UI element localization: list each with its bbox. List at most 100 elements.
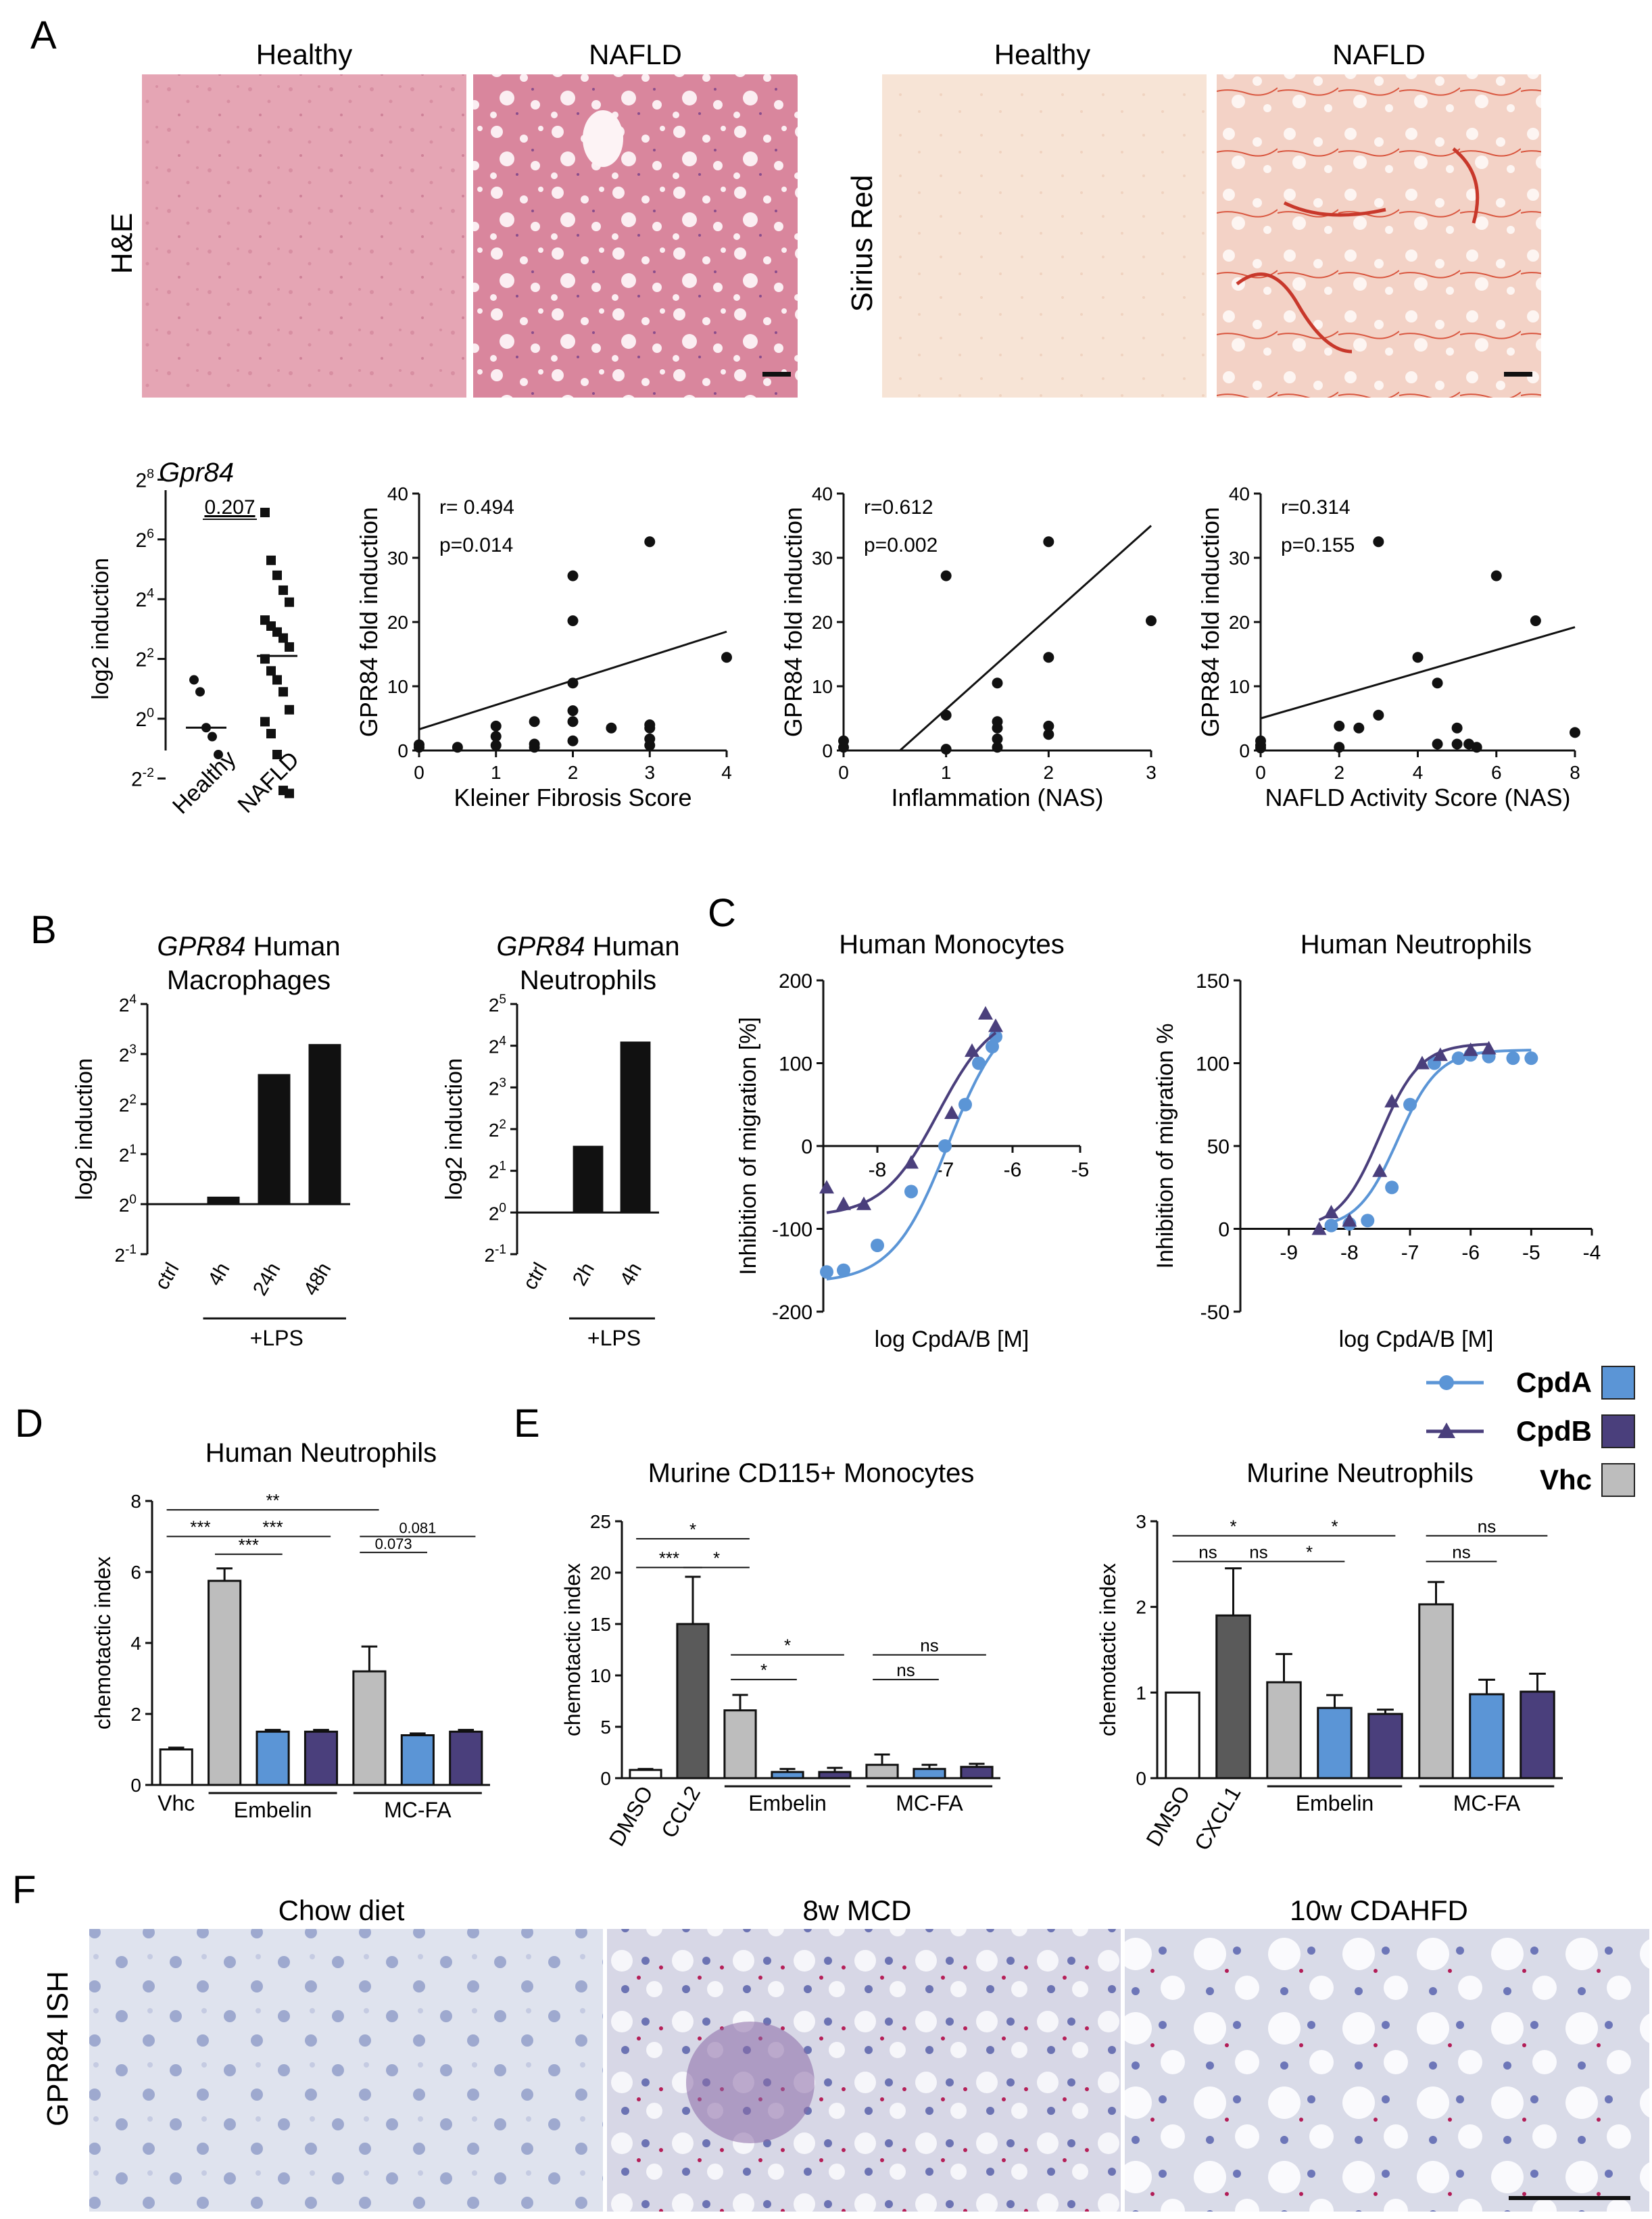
gpr84-nafld-point: [266, 666, 276, 676]
panel-letter-b: B: [30, 908, 57, 952]
he-scale-bar: [762, 372, 791, 377]
significance-label: *: [1306, 1542, 1313, 1562]
x-tick-label: 6: [1491, 762, 1502, 783]
chart-title-gene: GPR84: [496, 932, 585, 961]
chart-title: Human Neutrophils: [205, 1438, 437, 1468]
gpr84-y-tick-label-base: 2: [135, 469, 147, 492]
x-tick-label: 1: [491, 762, 502, 783]
data-point: [567, 677, 579, 689]
cpdb-point: [1384, 1093, 1400, 1107]
y-tick-base: 2: [489, 1120, 500, 1141]
x-tick-label: -6: [1461, 1242, 1480, 1264]
y-tick-label: -200: [772, 1302, 812, 1324]
y-tick-label: 20: [590, 1562, 611, 1583]
y-tick-exp: 2: [499, 1118, 506, 1132]
significance-label: *: [1230, 1517, 1236, 1537]
y-tick-label: 100: [779, 1053, 812, 1076]
cpda-point: [1506, 1051, 1520, 1066]
he-nafld-image: [473, 74, 798, 398]
y-tick-base: 2: [115, 1245, 126, 1266]
y-axis-label: Inhibition of migration [%]: [735, 1017, 761, 1275]
x-category-label: Vhc: [157, 1791, 195, 1815]
y-tick-label: 20: [119, 1193, 137, 1216]
x-tick-label: 3: [1146, 762, 1157, 783]
chart-title-line1: GPR84 Human: [157, 932, 340, 961]
bar: [400, 1734, 435, 1786]
cpda-point: [1361, 1214, 1375, 1228]
y-tick-base: 2: [489, 1036, 500, 1057]
y-tick-exp: 3: [129, 1043, 137, 1057]
bar: [723, 1709, 757, 1780]
bar: [573, 1145, 604, 1213]
significance-label: ns: [1452, 1542, 1470, 1562]
bar: [1418, 1603, 1454, 1780]
y-tick-label: 40: [812, 483, 833, 504]
bar: [208, 1579, 242, 1786]
x-tick-label: 4: [1413, 762, 1424, 783]
y-tick-label: 0: [801, 1136, 812, 1158]
y-tick-exp: 4: [129, 993, 137, 1007]
y-tick-label: 3: [1136, 1511, 1146, 1532]
data-point: [1146, 615, 1157, 627]
legend-marker: [1439, 1375, 1454, 1390]
gpr84-y-tick-label: 28: [135, 467, 154, 492]
data-point: [940, 709, 952, 721]
gpr84-nafld-point: [285, 642, 294, 652]
y-tick-base: 2: [119, 1195, 130, 1216]
cpdb-point: [904, 1155, 919, 1169]
cpda-point: [820, 1265, 833, 1279]
significance-label: *: [1331, 1517, 1338, 1537]
significance-label: ***: [239, 1535, 259, 1555]
y-axis-label: chemotactic index: [91, 1556, 115, 1729]
y-tick-label: 0: [1136, 1768, 1146, 1789]
cpda-point: [958, 1097, 972, 1112]
data-point: [992, 733, 1003, 744]
cpda-fit-curve: [1330, 1049, 1532, 1224]
he-healthy-title: Healthy: [256, 39, 352, 70]
group-label: Embelin: [748, 1791, 827, 1815]
chart-title-cell: Human: [585, 932, 680, 961]
murine-monocyte-chemotaxis-chart: Murine CD115+ Monocytes chemotactic index…: [560, 1458, 1000, 1851]
data-point: [1043, 536, 1054, 548]
gpr84-y-tick-label-base: 2: [135, 709, 147, 731]
panel-f-ish-images: Chow diet 8w MCD 10w CDAHFD GPR84 ISH: [41, 1894, 1649, 2212]
y-tick-base: 2: [119, 1095, 130, 1116]
chart-title: Human Monocytes: [839, 930, 1064, 959]
gpr84-y-tick-label-exp: -2: [143, 765, 154, 780]
x-axis-label: log CpdA/B [M]: [875, 1327, 1029, 1352]
x-tick-label: -5: [1522, 1242, 1540, 1264]
y-tick-label: 22: [489, 1118, 506, 1141]
y-tick-label: 21: [119, 1143, 137, 1166]
legend-swatch: [1601, 1463, 1635, 1497]
significance-label: ns: [1198, 1542, 1217, 1562]
bar: [620, 1041, 651, 1213]
panel-letter-e: E: [514, 1402, 540, 1446]
x-tick-label: 0: [414, 762, 424, 783]
legend-swatch: [1601, 1366, 1635, 1400]
data-point: [490, 731, 502, 742]
cpdb-fit-curve: [1318, 1043, 1489, 1222]
cpda-point: [837, 1263, 850, 1277]
data-point: [1255, 735, 1266, 746]
group-label: Embelin: [234, 1798, 312, 1822]
significance-label: ns: [1478, 1517, 1496, 1537]
y-tick-label: 40: [387, 483, 408, 504]
x-tick-label: 2: [568, 762, 579, 783]
y-tick-label: 20: [812, 612, 833, 633]
gpr84-y-tick-label-base: 2: [131, 768, 143, 790]
y-axis-label: chemotactic index: [560, 1563, 585, 1736]
significance-label: ***: [262, 1517, 283, 1537]
y-tick-label: 0: [1239, 740, 1250, 761]
lps-group-label: +LPS: [587, 1326, 641, 1350]
cpda-point: [1403, 1097, 1417, 1112]
data-point: [1353, 722, 1365, 734]
sr-fibrosis-strands: [1236, 147, 1480, 354]
group-label: MC-FA: [1453, 1791, 1521, 1815]
data-point: [452, 742, 463, 753]
y-tick-exp: 1: [499, 1160, 506, 1174]
y-tick-label: 20: [387, 612, 408, 633]
cpdb-point: [1323, 1205, 1339, 1218]
group-label: MC-FA: [896, 1791, 963, 1815]
y-tick-label: 20: [489, 1201, 506, 1224]
gpr84-nafld-point: [266, 729, 276, 739]
